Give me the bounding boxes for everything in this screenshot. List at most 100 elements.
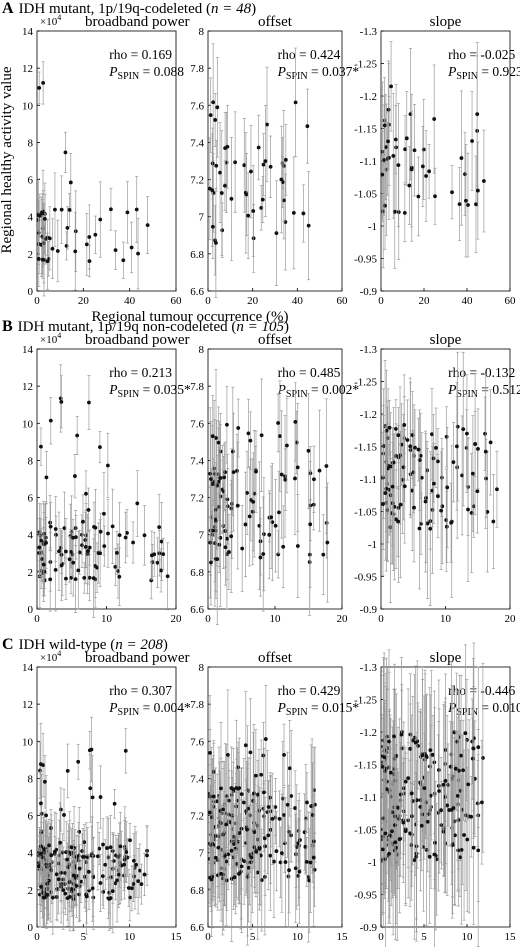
point-marker xyxy=(208,750,212,755)
y-tick-label: -0.9 xyxy=(360,604,378,616)
point-marker xyxy=(134,207,139,212)
point-marker xyxy=(216,440,221,445)
point-marker xyxy=(396,163,401,167)
data-point xyxy=(93,215,98,254)
data-point xyxy=(488,389,493,496)
data-point xyxy=(219,721,223,855)
data-point xyxy=(295,494,300,598)
point-marker xyxy=(245,874,250,879)
point-marker xyxy=(396,433,401,438)
data-point xyxy=(255,805,260,940)
point-marker xyxy=(107,896,112,901)
point-marker xyxy=(470,471,475,476)
point-marker xyxy=(149,553,154,558)
point-marker xyxy=(241,800,246,805)
point-marker xyxy=(76,759,81,764)
data-point xyxy=(218,424,223,532)
point-marker xyxy=(283,220,288,224)
point-marker xyxy=(306,223,311,228)
x-tick-label: 20 xyxy=(78,295,90,307)
data-point xyxy=(101,875,106,909)
data-point xyxy=(209,847,214,912)
point-marker xyxy=(165,574,170,579)
data-point xyxy=(50,860,55,935)
data-points xyxy=(207,684,317,946)
data-point xyxy=(287,827,291,914)
point-marker xyxy=(324,464,329,468)
data-point xyxy=(95,822,100,891)
data-point xyxy=(75,416,80,455)
data-point xyxy=(325,482,330,603)
data-point xyxy=(266,780,271,834)
point-marker xyxy=(55,887,60,891)
data-point xyxy=(213,205,218,276)
point-marker xyxy=(83,538,88,542)
data-point xyxy=(425,448,430,599)
data-point xyxy=(466,437,470,582)
data-point xyxy=(405,399,410,481)
data-point xyxy=(393,399,398,459)
data-points xyxy=(37,364,170,618)
point-marker xyxy=(88,786,93,791)
point-marker xyxy=(236,426,241,430)
data-point xyxy=(39,427,43,466)
point-marker xyxy=(75,433,80,438)
point-marker xyxy=(227,550,231,554)
multiplier-base: ×10 xyxy=(40,652,58,664)
point-marker xyxy=(261,790,266,795)
point-marker xyxy=(208,540,213,545)
point-marker xyxy=(117,533,122,538)
data-point xyxy=(63,131,68,173)
data-point xyxy=(129,221,134,274)
point-marker xyxy=(455,424,460,429)
data-point xyxy=(248,411,253,470)
point-marker xyxy=(279,177,284,182)
point-marker xyxy=(480,756,485,760)
data-point xyxy=(311,788,316,927)
point-marker xyxy=(265,122,269,127)
y-tick-label: -1.1 xyxy=(360,474,377,486)
point-marker xyxy=(277,816,282,821)
data-point xyxy=(396,407,401,464)
panel-title: broadband power xyxy=(85,14,190,30)
data-point xyxy=(402,183,407,242)
point-marker xyxy=(62,526,67,531)
data-point xyxy=(475,449,480,534)
data-point xyxy=(96,522,101,584)
point-marker xyxy=(106,531,110,536)
y-tick-label: 6.8 xyxy=(190,885,204,897)
data-point xyxy=(87,529,92,566)
data-point xyxy=(283,123,288,196)
y-tick-label: -1.15 xyxy=(354,760,377,772)
data-point xyxy=(235,441,240,570)
p-label: P xyxy=(277,700,286,715)
point-marker xyxy=(218,476,223,480)
y-tick-label: 7 xyxy=(199,212,205,224)
data-point xyxy=(262,805,267,872)
point-marker xyxy=(145,853,149,858)
point-marker xyxy=(279,851,284,856)
row-titles: A IDH mutant, 1p/19q-codeleted (n = 48)B I… xyxy=(2,0,289,653)
data-point xyxy=(382,104,386,216)
point-marker xyxy=(42,217,47,221)
point-marker xyxy=(420,164,425,169)
point-marker xyxy=(252,830,257,835)
data-point xyxy=(244,153,249,236)
panel-title: broadband power xyxy=(85,650,190,666)
data-point xyxy=(225,386,229,464)
point-marker xyxy=(259,433,264,438)
data-point xyxy=(279,410,284,539)
point-marker xyxy=(428,526,433,531)
data-point xyxy=(276,393,281,453)
data-point xyxy=(87,374,91,430)
x-tick-label: 60 xyxy=(337,295,349,307)
point-marker xyxy=(42,847,46,852)
data-point xyxy=(56,844,61,914)
data-point xyxy=(243,471,248,578)
point-marker xyxy=(465,431,469,436)
point-marker xyxy=(386,107,391,112)
data-point xyxy=(57,511,61,591)
point-marker xyxy=(439,508,444,513)
point-marker xyxy=(305,124,310,129)
y-tick-label: -0.95 xyxy=(354,572,377,584)
